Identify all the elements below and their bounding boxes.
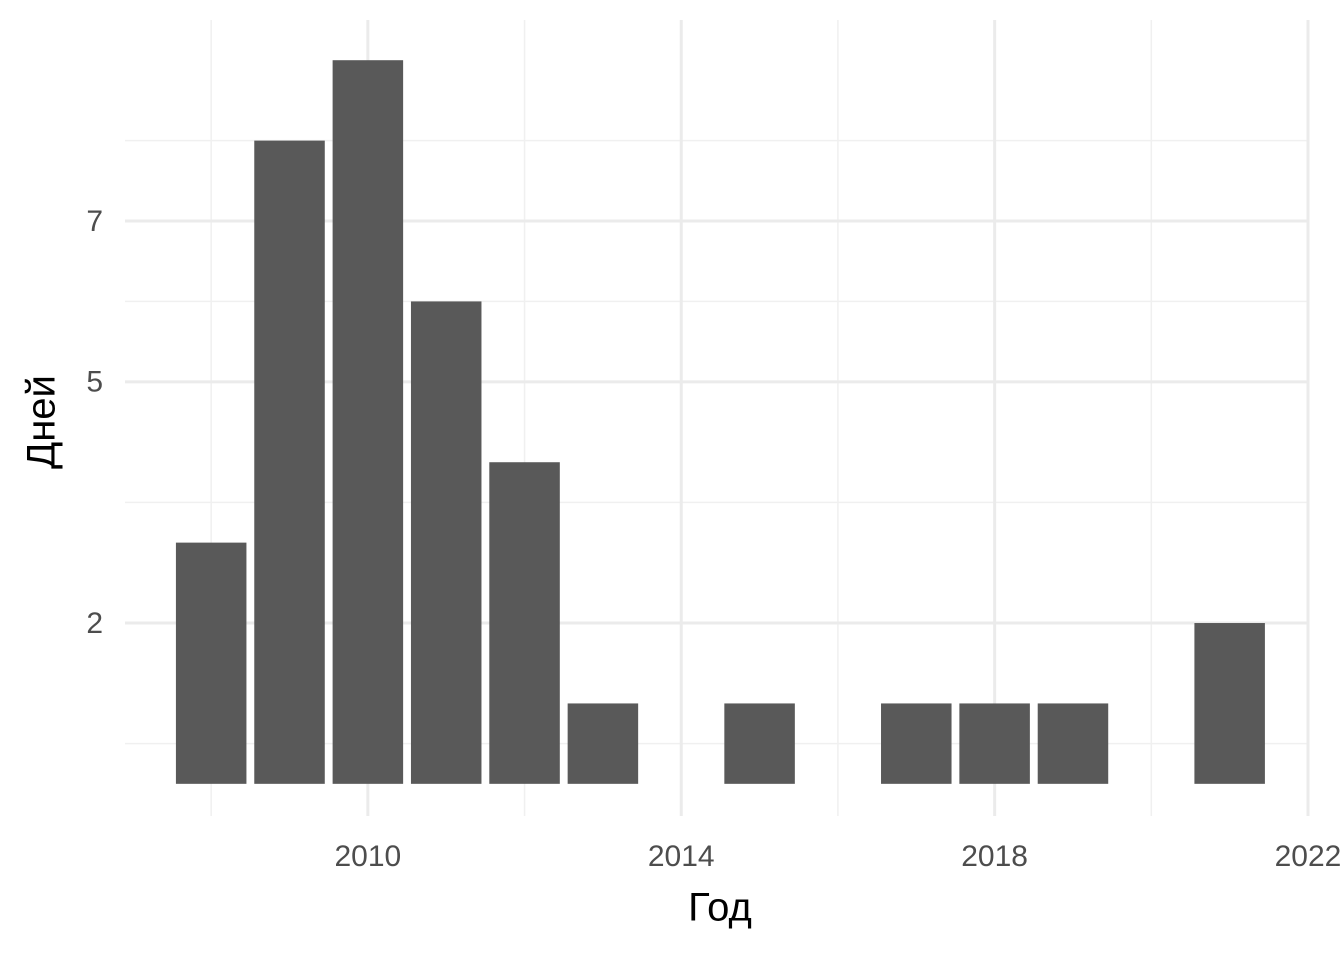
bar	[410, 301, 482, 784]
x-tick-label: 2018	[961, 840, 1028, 873]
x-axis-title: Год	[688, 886, 752, 930]
x-tick-label: 2014	[648, 840, 715, 873]
bar	[724, 703, 795, 784]
bar	[959, 703, 1030, 784]
y-tick-label: 2	[86, 607, 103, 640]
y-tick-label: 5	[86, 366, 103, 399]
bar	[881, 703, 952, 784]
x-tick-label: 2022	[1275, 840, 1342, 873]
bar	[489, 462, 560, 784]
bar	[254, 140, 325, 784]
bar	[1037, 703, 1109, 784]
bar	[567, 703, 639, 784]
bar	[332, 60, 404, 784]
y-tick-label: 7	[86, 205, 103, 238]
bar	[175, 542, 247, 784]
x-tick-label: 2010	[334, 840, 401, 873]
y-axis-title: Дней	[20, 375, 64, 469]
bar	[1194, 623, 1265, 784]
